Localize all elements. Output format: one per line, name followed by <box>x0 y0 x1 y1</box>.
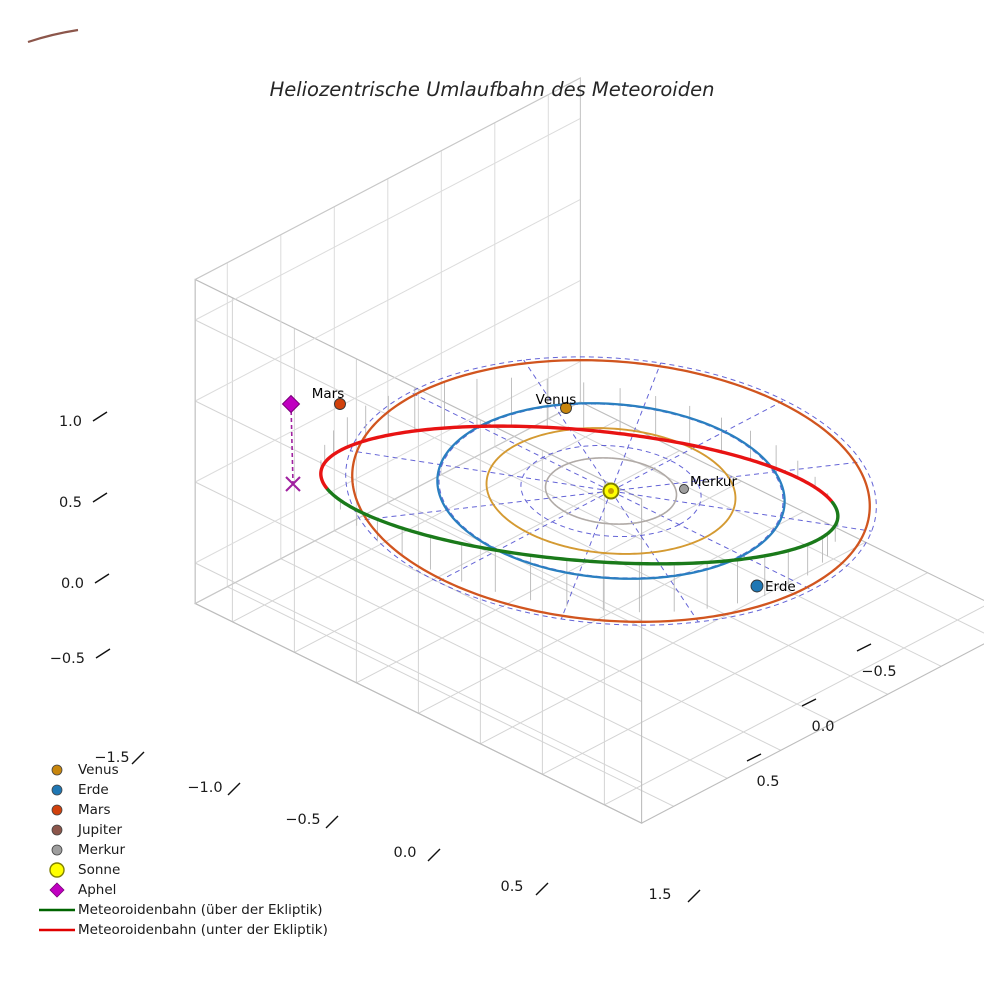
z2-label: 0.0 <box>61 576 84 592</box>
x3-label: 0.0 <box>393 845 416 861</box>
legend-swatch-circle <box>51 784 63 796</box>
x4-label: 0.5 <box>500 879 523 895</box>
venus-orbit <box>485 427 737 555</box>
legend-label: Venus <box>78 762 119 778</box>
planet-marker-merkur <box>679 484 689 494</box>
legend-item-jupiter[interactable]: Jupiter <box>51 822 122 838</box>
x1-label: −1.0 <box>187 780 222 796</box>
legend-label: Erde <box>78 782 109 798</box>
x5-label: 1.5 <box>648 887 671 903</box>
legend-item-erde[interactable]: Erde <box>51 782 109 798</box>
planet-marker-mars <box>334 398 346 410</box>
planet-label-merkur: Merkur <box>690 474 737 490</box>
legend-item-aphel[interactable]: Aphel <box>49 882 116 898</box>
mercury-orbit <box>544 457 678 525</box>
legend-swatch-sun <box>49 862 65 878</box>
y0-tick <box>856 643 872 652</box>
y2-label: 0.5 <box>756 774 779 790</box>
meteoroid-drop-lines <box>320 377 839 613</box>
legend-label: Sonne <box>78 862 120 878</box>
legend-item-meteoroidenbahn-ber-der-ekliptik[interactable]: Meteoroidenbahn (über der Ekliptik) <box>39 902 323 918</box>
legend-label: Mars <box>78 802 111 818</box>
legend-item-meteoroidenbahn-unter-der-ekliptik[interactable]: Meteoroidenbahn (unter der Ekliptik) <box>39 922 328 938</box>
planet-label-mars: Mars <box>312 386 345 402</box>
legend-label: Meteoroidenbahn (unter der Ekliptik) <box>78 922 328 938</box>
y1-label: 0.0 <box>811 719 834 735</box>
planet-marker-venus <box>560 402 572 414</box>
legend-label: Aphel <box>78 882 116 898</box>
chart-title: Heliozentrische Umlaufbahn des Meteoroid… <box>270 78 715 101</box>
y1-tick <box>801 698 817 707</box>
axes-box-wireframe <box>193 76 984 824</box>
legend-label: Jupiter <box>77 822 122 838</box>
body-markers: Mars Venus Merkur Erde <box>312 386 796 595</box>
x2-tick <box>325 815 339 829</box>
mars-orbit <box>351 359 871 623</box>
legend-item-mars[interactable]: Mars <box>51 802 111 818</box>
x3-tick <box>427 848 441 862</box>
legend-swatch-diamond <box>49 882 65 898</box>
axis-ticks: 1.0 0.5 0.0 −0.5 −1.5 −1.0 −0.5 0.0 0.5 1.5 −0.5 0.… <box>50 411 897 903</box>
jupiter-orbit-arc <box>27 28 79 44</box>
z0-tick <box>92 411 108 422</box>
y2-tick <box>746 753 762 762</box>
meteoroid-above-ecliptic <box>820 500 840 539</box>
legend-item-sonne[interactable]: Sonne <box>49 862 120 878</box>
planet-label-venus: Venus <box>536 392 577 408</box>
legend-label: Merkur <box>78 842 125 858</box>
meteoroid-orbit <box>319 424 840 566</box>
z2-tick <box>94 573 110 584</box>
x5-tick <box>687 889 701 903</box>
y0-label: −0.5 <box>861 664 896 680</box>
legend-swatch-circle <box>51 804 63 816</box>
planet-marker-erde <box>750 579 764 593</box>
z3-label: −0.5 <box>50 651 85 667</box>
x0-label: −1.5 <box>94 750 129 766</box>
legend: Venus Erde Mars Jupiter Merkur Sonne Aphel Mete… <box>39 762 328 938</box>
planet-label-erde: Erde <box>765 579 796 595</box>
x0-tick <box>131 751 145 765</box>
x2-label: −0.5 <box>285 812 320 828</box>
x1-tick <box>227 782 241 796</box>
sun-core <box>608 488 614 494</box>
legend-item-venus[interactable]: Venus <box>51 762 119 778</box>
x4-tick <box>535 882 549 896</box>
legend-swatch-circle <box>51 824 63 836</box>
legend-swatch-circle <box>51 844 63 856</box>
z0-label: 1.0 <box>59 414 82 430</box>
aphel-diamond-marker <box>281 394 301 414</box>
z1-label: 0.5 <box>59 495 82 511</box>
z3-tick <box>95 648 111 659</box>
legend-item-merkur[interactable]: Merkur <box>51 842 125 858</box>
aphel-drop-line <box>290 403 294 485</box>
aphel-projection-cross <box>285 476 301 492</box>
aphel-marker-group <box>281 394 301 492</box>
legend-swatch-circle <box>51 764 63 776</box>
z1-tick <box>92 492 108 503</box>
meteoroid-below-ecliptic <box>319 424 834 504</box>
meteoroid-above-ecliptic <box>325 486 825 566</box>
legend-label: Meteoroidenbahn (über der Ekliptik) <box>78 902 323 918</box>
